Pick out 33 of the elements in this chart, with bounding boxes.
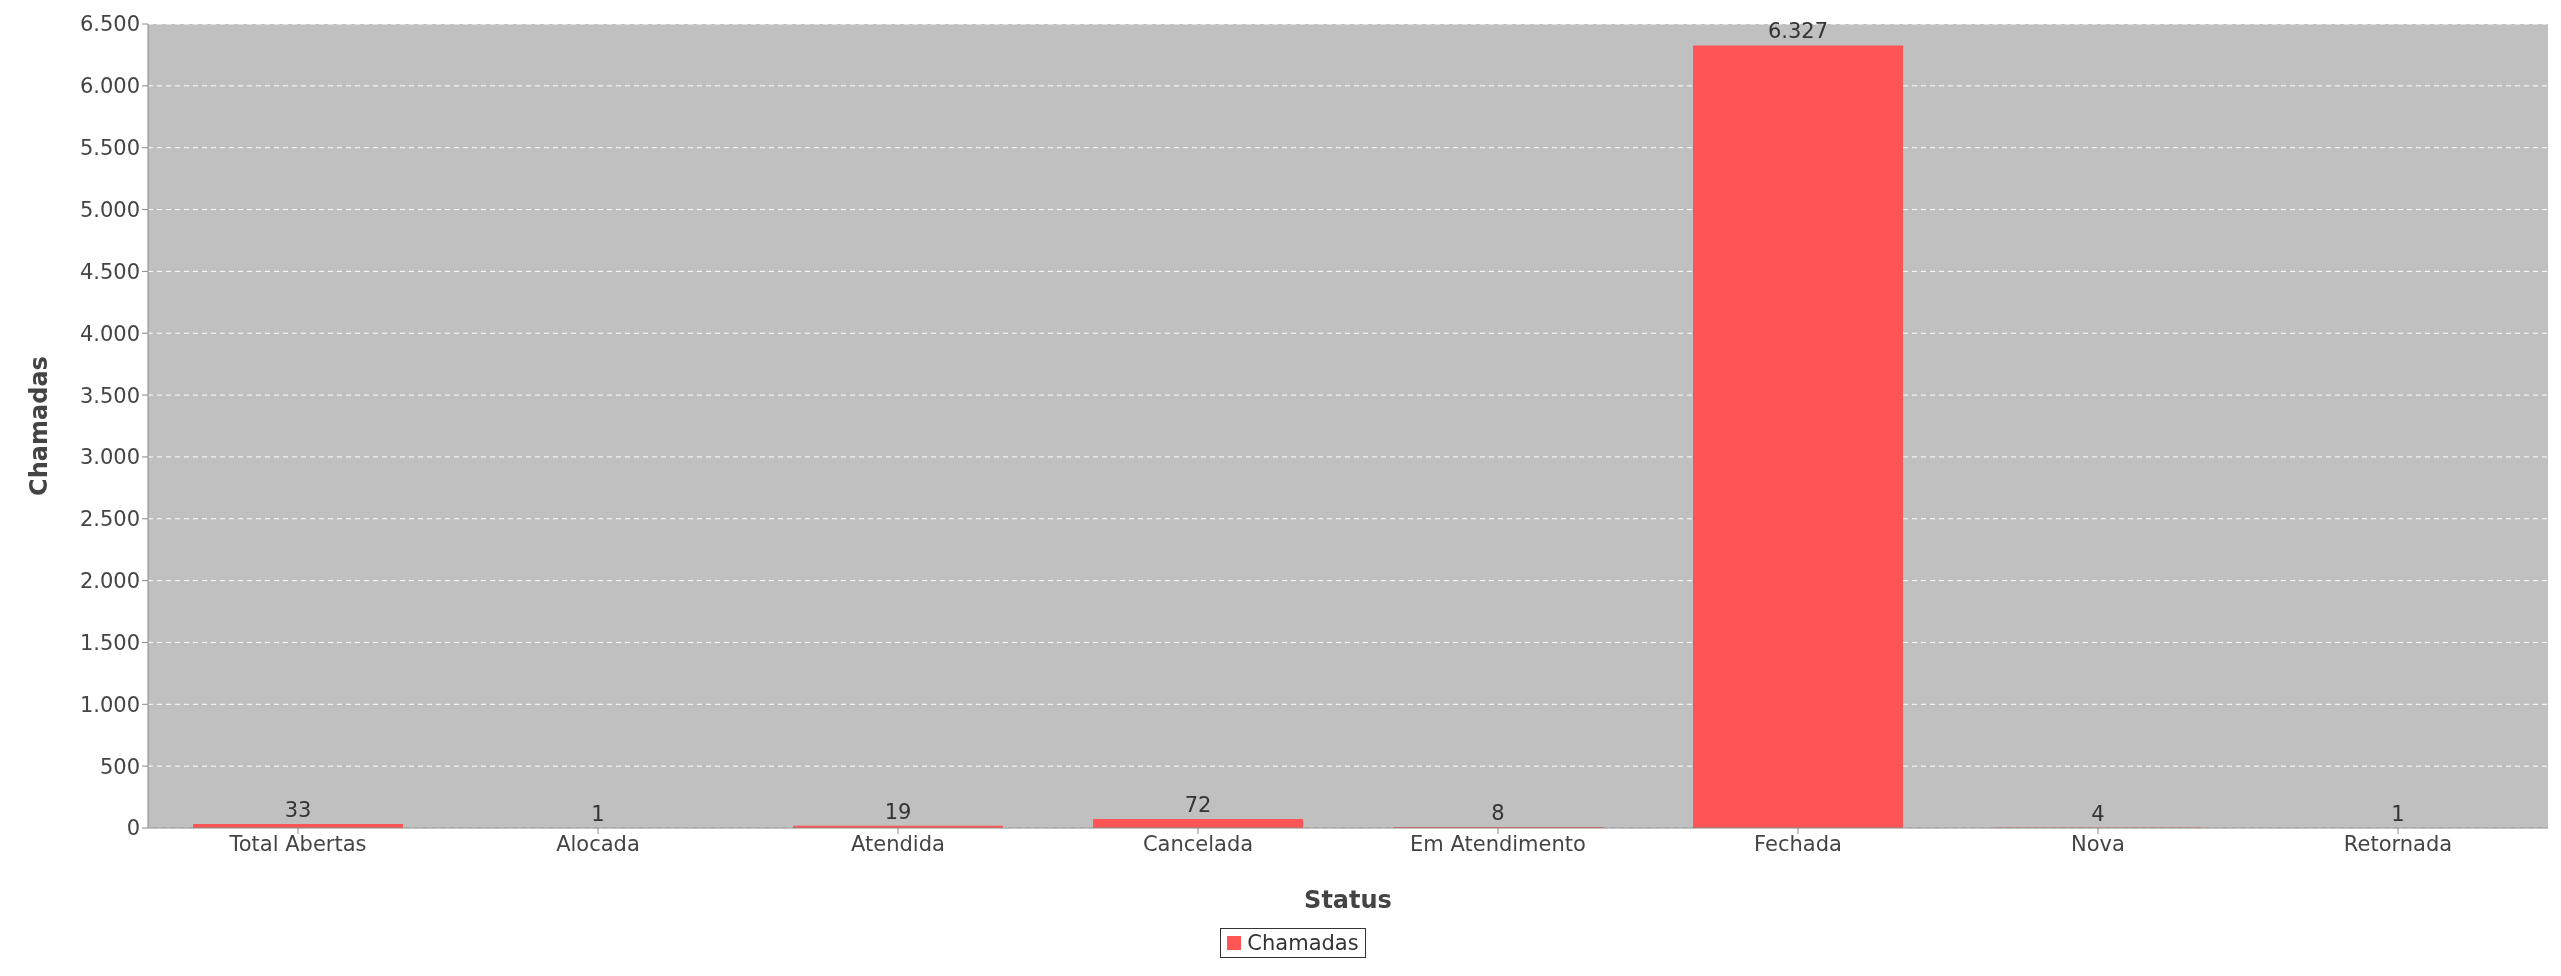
x-axis-title: Status bbox=[1304, 886, 1392, 914]
y-tick-label: 0 bbox=[126, 816, 140, 841]
y-tick-label: 6.000 bbox=[79, 74, 140, 99]
x-tick-label: Nova bbox=[2071, 831, 2125, 856]
data-label: 6.327 bbox=[1767, 19, 1829, 44]
y-tick-label: 3.500 bbox=[79, 383, 140, 408]
y-tick-label: 2.500 bbox=[79, 507, 140, 532]
y-tick-label: 4.000 bbox=[79, 321, 140, 346]
x-tick-label: Total Abertas bbox=[228, 831, 367, 856]
x-tick-label: Fechada bbox=[1754, 831, 1842, 856]
x-tick-label: Cancelada bbox=[1142, 831, 1254, 856]
y-tick-label: 1.000 bbox=[79, 692, 140, 717]
x-tick-label: Retornada bbox=[2343, 831, 2453, 856]
y-tick-label: 5.000 bbox=[79, 197, 140, 222]
y-tick-label: 500 bbox=[99, 754, 140, 779]
data-label: 72 bbox=[1184, 793, 1212, 818]
data-label: 33 bbox=[284, 797, 312, 822]
data-label: 19 bbox=[884, 799, 912, 824]
y-tick-label: 6.500 bbox=[79, 12, 140, 37]
legend-label: Chamadas bbox=[1220, 928, 1366, 958]
data-label: 4 bbox=[2091, 801, 2105, 826]
y-tick-label: 3.000 bbox=[79, 445, 140, 470]
data-label: 1 bbox=[591, 801, 605, 826]
x-tick-label: Atendida bbox=[851, 831, 945, 856]
y-tick-label: 1.500 bbox=[79, 630, 140, 655]
y-axis-title: Chamadas bbox=[24, 356, 53, 496]
data-label: 1 bbox=[2391, 801, 2405, 826]
y-tick-label: 2.000 bbox=[79, 569, 140, 594]
y-tick-label: 4.500 bbox=[79, 259, 140, 284]
x-tick-label: Alocada bbox=[556, 831, 640, 856]
y-tick-label: 5.500 bbox=[79, 136, 140, 161]
x-tick-label: Em Atendimento bbox=[1410, 831, 1586, 856]
data-label: 8 bbox=[1491, 801, 1505, 826]
